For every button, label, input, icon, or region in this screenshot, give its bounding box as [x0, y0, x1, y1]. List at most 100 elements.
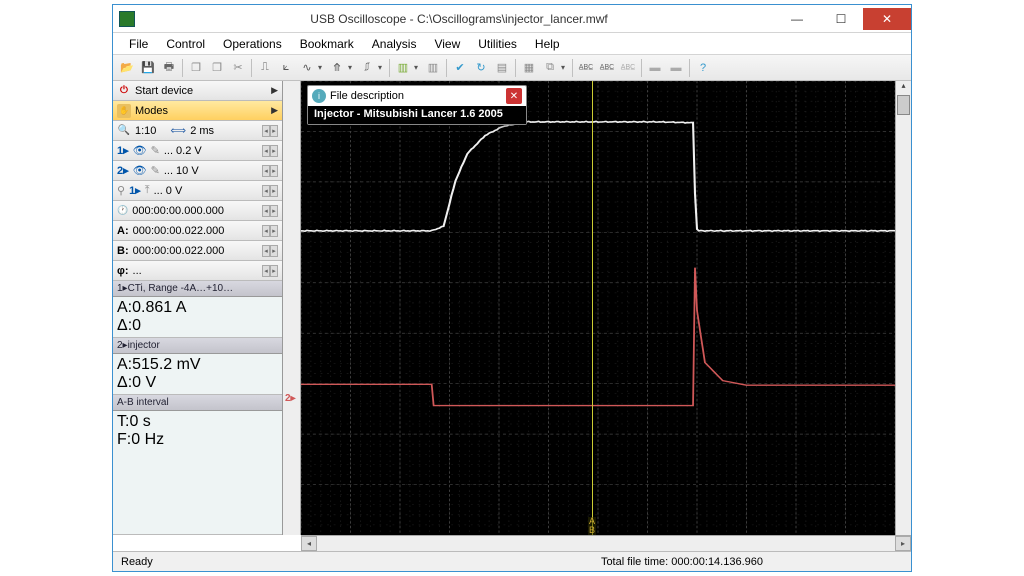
measure-icon[interactable]: ⧉ — [540, 58, 560, 78]
ch2-stepper[interactable]: ◂▸ — [262, 165, 278, 177]
section2-line2: Δ:0 V — [117, 374, 278, 392]
ch1-row[interactable]: 1▸ 👁 ✎ ... 0.2 V ◂▸ — [113, 141, 282, 161]
toolbar: 📂 💾 🖶 ❐ ❐ ✂ ⎍ ⟀ ∿▾ ⤊▾ ⎎▾ ▥▾ ▥ ✔ ↻ ▤ ▦ ⧉▾… — [113, 55, 911, 81]
menu-analysis[interactable]: Analysis — [364, 35, 425, 53]
start-device-row[interactable]: ⏻ Start device ▶ — [113, 81, 282, 101]
cursor-a-value: 000:00:00.022.000 — [133, 225, 225, 237]
scope-area: 2▸ AB i File description ✕ Injector - Mi… — [283, 81, 911, 535]
tooltip-close-button[interactable]: ✕ — [506, 88, 522, 104]
menu-bookmark[interactable]: Bookmark — [292, 35, 362, 53]
ab-cursor-marker[interactable]: AB — [588, 517, 596, 535]
ch2-marker: 2▸ — [285, 393, 296, 404]
timebase-value: 2 ms — [190, 125, 214, 137]
menu-control[interactable]: Control — [158, 35, 213, 53]
app-icon — [119, 11, 135, 27]
horizontal-scrollbar[interactable]: ◂ ▸ — [301, 535, 911, 551]
block2-icon[interactable]: ▬ — [666, 58, 686, 78]
cursor-b-value: 000:00:00.022.000 — [133, 245, 225, 257]
time0-row[interactable]: 🕐 000:00:00.000.000 ◂▸ — [113, 201, 282, 221]
scope-canvas[interactable]: AB i File description ✕ Injector - Mitsu… — [301, 81, 895, 535]
cursor-b-stepper[interactable]: ◂▸ — [262, 245, 278, 257]
ch1-stepper[interactable]: ◂▸ — [262, 145, 278, 157]
power-icon: ⏻ — [117, 84, 131, 98]
cursor-b-row[interactable]: B: 000:00:00.022.000 ◂▸ — [113, 241, 282, 261]
file-description-tooltip: i File description ✕ Injector - Mitsubis… — [307, 85, 527, 125]
menu-operations[interactable]: Operations — [215, 35, 290, 53]
tool-icon: ✎ — [151, 164, 160, 177]
ch1-num: 1▸ — [117, 144, 129, 157]
cursor-line[interactable] — [592, 81, 593, 535]
close-button[interactable]: ✕ — [863, 8, 911, 30]
section2-line1: A:515.2 mV — [117, 356, 278, 374]
time0-stepper[interactable]: ◂▸ — [262, 205, 278, 217]
chart2-icon[interactable]: ▥ — [423, 58, 443, 78]
statusbar: Ready Total file time: 000:00:14.136.960 — [113, 551, 911, 571]
spike-icon[interactable]: ⤊ — [327, 58, 347, 78]
doc-icon[interactable]: ▤ — [492, 58, 512, 78]
ch1-value: ... 0.2 V — [164, 145, 202, 157]
copy-icon[interactable]: ❐ — [186, 58, 206, 78]
abc3-icon[interactable]: A̲B̲C̲ — [618, 58, 638, 78]
abc2-icon[interactable]: A̲B̲C̲ — [597, 58, 617, 78]
section1-line1: A:0.861 A — [117, 299, 278, 317]
help-icon[interactable]: ? — [693, 58, 713, 78]
block-icon[interactable]: ▬ — [645, 58, 665, 78]
section2-header[interactable]: 2▸injector — [113, 338, 282, 354]
section3-header[interactable]: A-B interval — [113, 395, 282, 411]
chevron-right-icon: ▶ — [271, 105, 278, 116]
scale-row[interactable]: 🔍 1:10 ⟺ 2 ms ◂▸ — [113, 121, 282, 141]
phi-row[interactable]: φ: ... ◂▸ — [113, 261, 282, 281]
trigger-icon: ⚲ — [117, 184, 125, 197]
menubar: FileControlOperationsBookmarkAnalysisVie… — [113, 33, 911, 55]
tool-icon: ✎ — [151, 144, 160, 157]
section3-line1: T:0 s — [117, 413, 278, 431]
hscroll-right[interactable]: ▸ — [895, 536, 911, 551]
start-device-label: Start device — [135, 85, 193, 97]
vscroll-thumb[interactable] — [897, 95, 910, 115]
minimize-button[interactable]: — — [775, 8, 819, 30]
section3-line2: F:0 Hz — [117, 431, 278, 449]
pulse-icon[interactable]: ⎍ — [255, 58, 275, 78]
ch2-row[interactable]: 2▸ 👁 ✎ ... 10 V ◂▸ — [113, 161, 282, 181]
ramp-icon[interactable]: ⟀ — [276, 58, 296, 78]
maximize-button[interactable]: ☐ — [819, 8, 863, 30]
refresh-icon[interactable]: ↻ — [471, 58, 491, 78]
abc-icon[interactable]: A̲B̲C̲ — [576, 58, 596, 78]
section1-header[interactable]: 1▸CTi, Range -4A…+10… — [113, 281, 282, 297]
step-icon[interactable]: ⎎ — [357, 58, 377, 78]
clock-icon: 🕐 — [117, 205, 128, 216]
scope-gutter: 2▸ — [283, 81, 301, 535]
open-icon[interactable]: 📂 — [117, 58, 137, 78]
hscroll-left[interactable]: ◂ — [301, 536, 317, 551]
menu-help[interactable]: Help — [527, 35, 568, 53]
modes-row[interactable]: ✋ Modes ▶ — [113, 101, 282, 121]
cursor-a-row[interactable]: A: 000:00:00.022.000 ◂▸ — [113, 221, 282, 241]
status-right: Total file time: 000:00:14.136.960 — [601, 556, 903, 568]
menu-view[interactable]: View — [426, 35, 468, 53]
eye-icon: 👁 — [133, 144, 147, 157]
print-icon[interactable]: 🖶 — [159, 58, 179, 78]
zoom-icon: 🔍 — [117, 124, 131, 138]
ch2-num: 2▸ — [117, 164, 129, 177]
grid-icon[interactable]: ▦ — [519, 58, 539, 78]
eye-icon: 👁 — [133, 164, 147, 177]
menu-utilities[interactable]: Utilities — [470, 35, 525, 53]
info-icon: i — [312, 89, 326, 103]
timebase-stepper[interactable]: ◂▸ — [262, 125, 278, 137]
phi-stepper[interactable]: ◂▸ — [262, 265, 278, 277]
vertical-scrollbar[interactable]: ▴ — [895, 81, 911, 535]
cursor-a-stepper[interactable]: ◂▸ — [262, 225, 278, 237]
trigger-row[interactable]: ⚲ 1▸ ⤒ ... 0 V ◂▸ — [113, 181, 282, 201]
wave-icon[interactable]: ∿ — [297, 58, 317, 78]
cut-icon[interactable]: ✂ — [228, 58, 248, 78]
save-icon[interactable]: 💾 — [138, 58, 158, 78]
check-icon[interactable]: ✔ — [450, 58, 470, 78]
window-title: USB Oscilloscope - C:\Oscillograms\injec… — [143, 12, 775, 26]
trigger-stepper[interactable]: ◂▸ — [262, 185, 278, 197]
time0-value: 000:00:00.000.000 — [132, 205, 224, 217]
section1-line2: Δ:0 — [117, 317, 278, 335]
chart-icon[interactable]: ▥ — [393, 58, 413, 78]
menu-file[interactable]: File — [121, 35, 156, 53]
chevron-right-icon: ▶ — [271, 85, 278, 96]
copy2-icon[interactable]: ❐ — [207, 58, 227, 78]
